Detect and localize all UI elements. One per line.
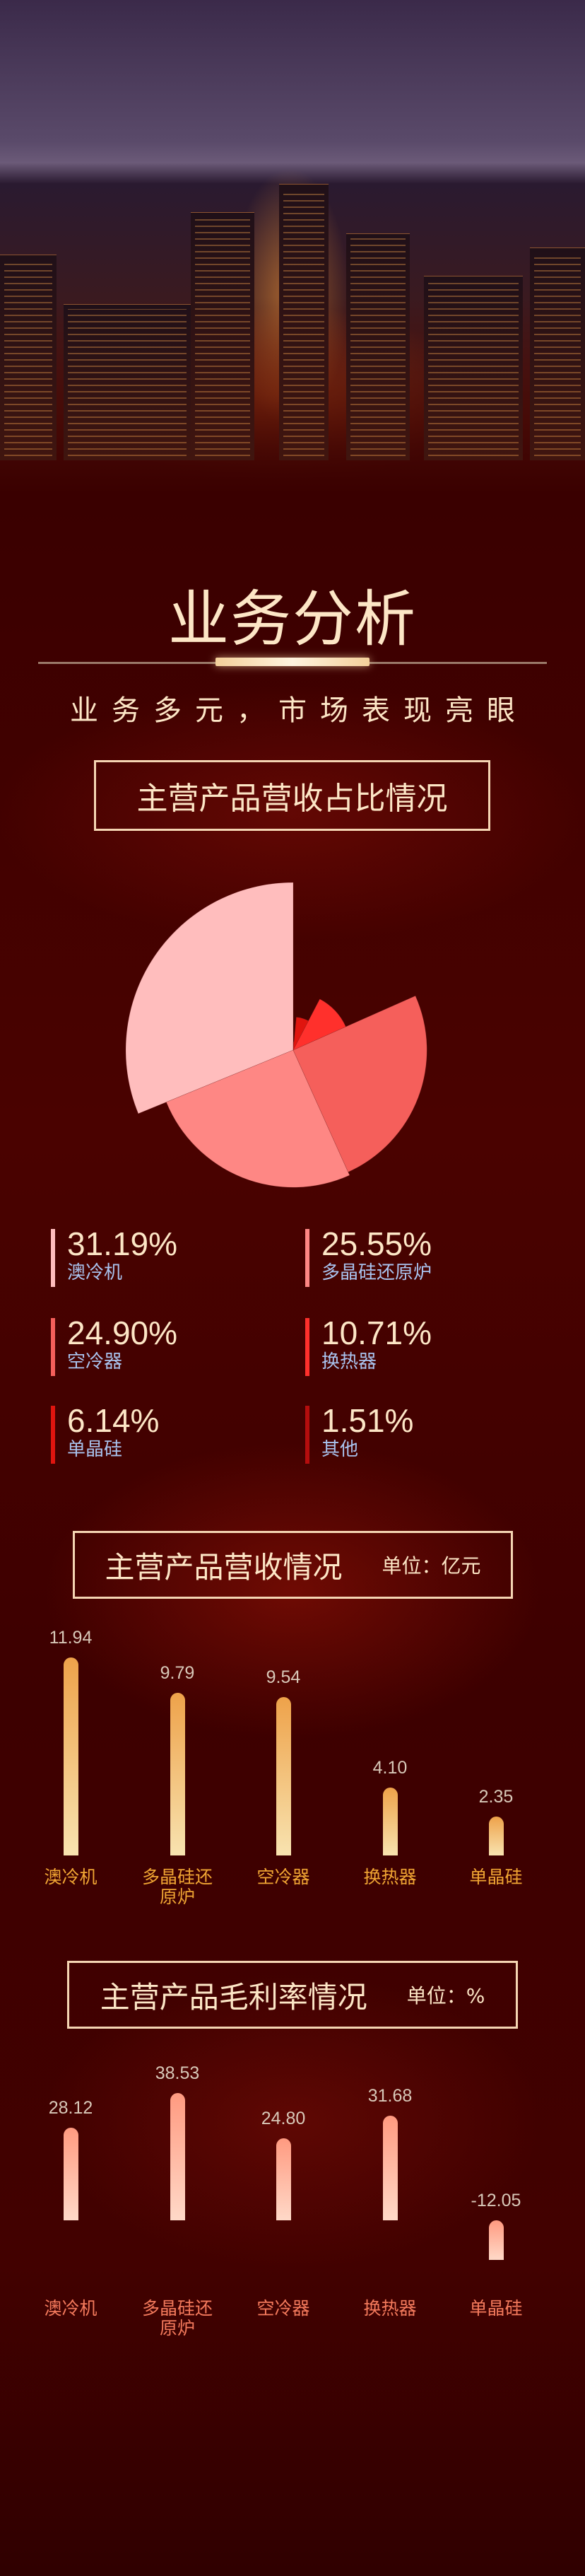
bar bbox=[488, 2220, 504, 2261]
bar-value-label: 2.35 bbox=[478, 1786, 514, 1807]
bar-value-label: 28.12 bbox=[48, 2097, 93, 2118]
legend-item: 24.90% 空冷器 bbox=[51, 1315, 178, 1376]
section-title-text: 主营产品营收情况 bbox=[105, 1549, 343, 1585]
bar-category-label: 单晶硅 bbox=[469, 1867, 523, 1887]
page-title: 业务分析 bbox=[168, 584, 417, 655]
bar bbox=[63, 2127, 78, 2220]
section-title-revenue: 主营产品营收情况 单位：亿元 bbox=[73, 1531, 513, 1599]
pie-slice bbox=[292, 998, 346, 1051]
pie-slice bbox=[292, 1017, 309, 1051]
legend-label: 换热器 bbox=[321, 1351, 377, 1372]
page-subtitle: 业务多元，市场表现亮眼 bbox=[70, 694, 528, 727]
legend-percent: 10.71% bbox=[321, 1315, 432, 1351]
pie-slice bbox=[165, 1049, 350, 1188]
legend-percent: 1.51% bbox=[321, 1402, 414, 1439]
legend-label: 多晶硅还原炉 bbox=[321, 1262, 432, 1283]
section-title-revenue-share: 主营产品营收占比情况 bbox=[94, 760, 490, 831]
legend-label: 单晶硅 bbox=[67, 1439, 123, 1460]
bar bbox=[170, 1693, 185, 1855]
bar bbox=[276, 2138, 291, 2220]
bar-category-label: 换热器 bbox=[363, 1867, 417, 1887]
bar-value-label: 9.54 bbox=[266, 1667, 301, 1688]
legend-percent: 31.19% bbox=[67, 1225, 178, 1262]
bar-value-label: 4.10 bbox=[372, 1757, 408, 1778]
bar-value-label: 31.68 bbox=[367, 2086, 413, 2106]
legend-percent: 24.90% bbox=[67, 1315, 178, 1351]
legend-item: 10.71% 换热器 bbox=[305, 1315, 432, 1376]
section-title-margin: 主营产品毛利率情况 单位：% bbox=[67, 1961, 518, 2029]
bar bbox=[382, 2116, 398, 2220]
bar-category-label: 澳冷机 bbox=[44, 2298, 98, 2319]
bar-category-label: 空冷器 bbox=[256, 1867, 310, 1887]
bar bbox=[488, 1816, 504, 1855]
bar-category-label: 多晶硅还原炉 bbox=[142, 1867, 213, 1907]
title-divider-highlight bbox=[215, 658, 370, 666]
bar bbox=[276, 1697, 291, 1855]
pie-slice bbox=[125, 882, 294, 1114]
section-title-text: 主营产品毛利率情况 bbox=[100, 1979, 367, 2015]
bar-value-label: 11.94 bbox=[49, 1628, 93, 1648]
legend-percent: 6.14% bbox=[67, 1402, 160, 1439]
bar bbox=[63, 1657, 78, 1855]
legend-item: 6.14% 单晶硅 bbox=[51, 1402, 160, 1464]
section-title-text: 主营产品营收占比情况 bbox=[136, 781, 448, 817]
legend-item: 31.19% 澳冷机 bbox=[51, 1225, 178, 1287]
unit-label: 单位：% bbox=[406, 1984, 485, 2007]
pie-slice bbox=[292, 1042, 295, 1051]
bar-value-label: 38.53 bbox=[155, 2063, 200, 2084]
bar-category-label: 换热器 bbox=[363, 2298, 417, 2319]
bar-value-label: 9.79 bbox=[160, 1663, 195, 1684]
bar-category-label: 多晶硅还原炉 bbox=[142, 2298, 213, 2338]
pie-slice bbox=[292, 995, 427, 1172]
bar-category-label: 单晶硅 bbox=[469, 2298, 523, 2319]
bar-value-label: -12.05 bbox=[471, 2191, 521, 2210]
legend-label: 其他 bbox=[321, 1439, 359, 1460]
bar bbox=[170, 2093, 185, 2220]
legend-label: 澳冷机 bbox=[67, 1262, 123, 1283]
legend-item: 25.55% 多晶硅还原炉 bbox=[305, 1225, 432, 1287]
bar-value-label: 24.80 bbox=[261, 2109, 306, 2129]
bar bbox=[382, 1787, 398, 1855]
legend-percent: 25.55% bbox=[321, 1225, 432, 1262]
unit-label: 单位：亿元 bbox=[382, 1554, 481, 1578]
bar-category-label: 空冷器 bbox=[256, 2298, 310, 2319]
legend-label: 空冷器 bbox=[67, 1351, 123, 1372]
bar-category-label: 澳冷机 bbox=[44, 1867, 98, 1887]
city-night-banner-image bbox=[0, 0, 585, 495]
legend-item: 1.51% 其他 bbox=[305, 1402, 414, 1464]
